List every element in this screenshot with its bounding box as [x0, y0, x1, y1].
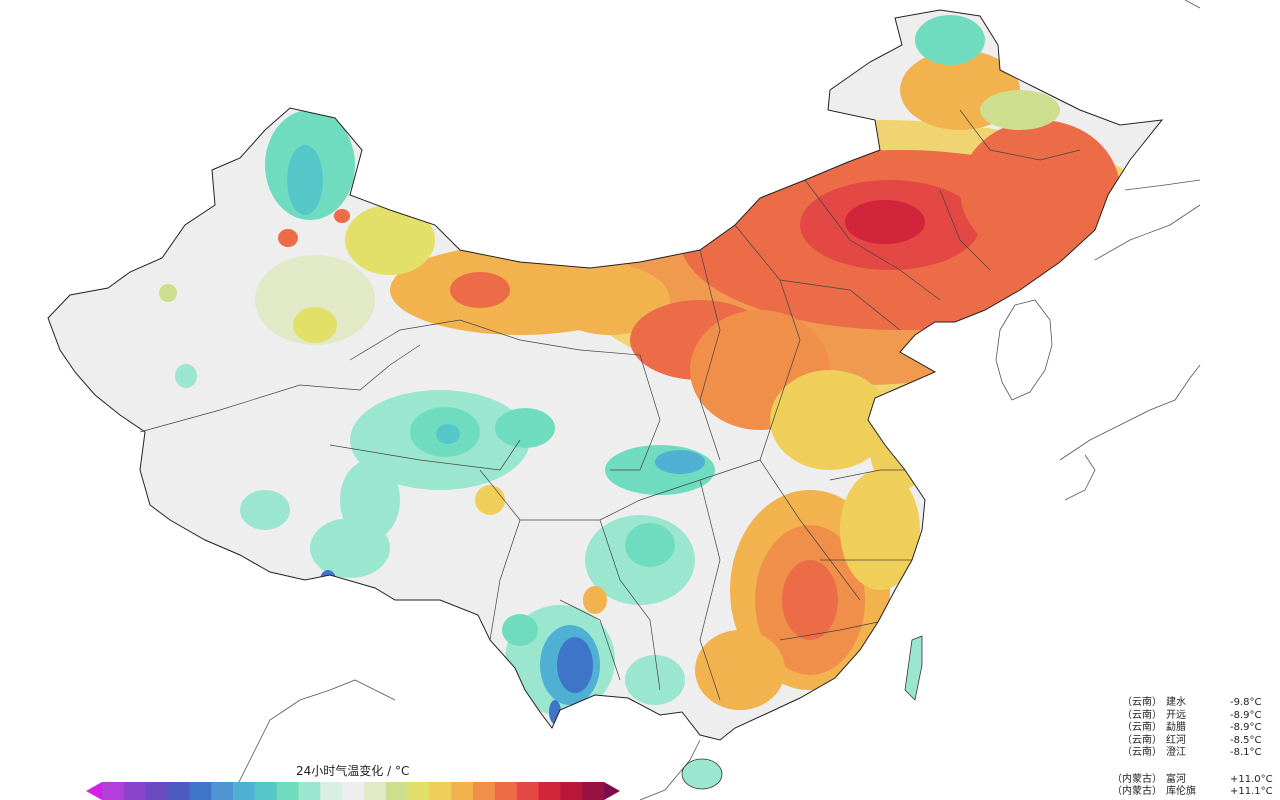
station-value: -8.9°C [1230, 722, 1262, 733]
colorbar-swatch [167, 782, 190, 800]
china-outline [47, 9, 1164, 741]
taiwan-island [904, 635, 923, 701]
neighboring-coastlines [229, 0, 1201, 800]
colorbar-swatch [145, 782, 168, 800]
colorbar-swatch [211, 782, 234, 800]
station-name: 澄江 [1166, 747, 1186, 758]
station-province: （云南） [1122, 747, 1162, 758]
colorbar-swatch [342, 782, 365, 800]
colorbar-swatch [473, 782, 496, 800]
colorbar-swatch [232, 782, 256, 800]
station-name: 勐腊 [1166, 722, 1186, 733]
colorbar-swatch [86, 782, 102, 800]
station-value: -9.8°C [1230, 697, 1262, 708]
station-province: （内蒙古） [1112, 773, 1162, 785]
colorbar-swatch [385, 782, 409, 800]
colorbar-swatch [254, 782, 278, 800]
station-row: （云南） 勐腊 -8.9°C [1070, 722, 1270, 735]
station-province: （内蒙古） [1112, 786, 1162, 797]
station-extremes: （云南） 建水 -9.8°C （云南） 开远 -8.9°C （云南） 勐腊 -8.9°C （云南）… [1070, 697, 1273, 799]
colorbar-swatch [516, 782, 540, 800]
station-name: 开远 [1166, 709, 1186, 721]
colorbar-swatch [407, 782, 430, 800]
legend-title: 24小时气温变化 / °C [296, 764, 410, 778]
colorbar-swatch [102, 782, 125, 800]
colorbar-swatch [538, 782, 561, 800]
colorbar [86, 782, 620, 800]
station-value: -8.5°C [1230, 734, 1262, 746]
colorbar-swatch [276, 782, 299, 800]
station-province: （云南） [1122, 734, 1162, 746]
station-row: （云南） 开远 -8.9°C [1070, 710, 1270, 723]
colorbar-swatch [604, 782, 620, 800]
station-name: 红河 [1166, 734, 1186, 746]
province-boundaries [139, 109, 1081, 701]
station-row: （云南） 红河 -8.5°C [1070, 735, 1270, 748]
station-name: 富河 [1166, 773, 1186, 785]
max-station-list: （内蒙古） 富河 +11.0°C （内蒙古） 库伦旗 +11.1°C [1070, 773, 1273, 799]
station-row: （内蒙古） 富河 +11.0°C [1070, 773, 1273, 787]
colorbar-swatch [363, 782, 387, 800]
colorbar-swatch [451, 782, 474, 800]
colorbar-swatch [123, 782, 147, 800]
min-station-list: （云南） 建水 -9.8°C （云南） 开远 -8.9°C （云南） 勐腊 -8.9°C （云南）… [1070, 697, 1270, 760]
station-value: -8.9°C [1230, 709, 1262, 721]
station-value: +11.1°C [1230, 786, 1273, 797]
colorbar-swatch [582, 782, 605, 800]
station-province: （云南） [1122, 697, 1162, 708]
station-row: （内蒙古） 库伦旗 +11.1°C [1070, 786, 1273, 799]
station-province: （云南） [1122, 709, 1162, 721]
colorbar-swatch [560, 782, 583, 800]
station-name: 建水 [1166, 697, 1186, 708]
hainan-island [681, 758, 723, 790]
station-row: （云南） 建水 -9.8°C [1070, 697, 1270, 710]
station-name: 库伦旗 [1166, 786, 1196, 797]
station-value: -8.1°C [1230, 747, 1262, 758]
colorbar-swatch [429, 782, 452, 800]
station-value: +11.0°C [1230, 773, 1273, 785]
colorbar-swatch [189, 782, 212, 800]
colorbar-swatch [494, 782, 518, 800]
colorbar-swatch [320, 782, 343, 800]
colorbar-swatch [298, 782, 321, 800]
station-row: （云南） 澄江 -8.1°C [1070, 747, 1270, 760]
station-province: （云南） [1122, 722, 1162, 733]
